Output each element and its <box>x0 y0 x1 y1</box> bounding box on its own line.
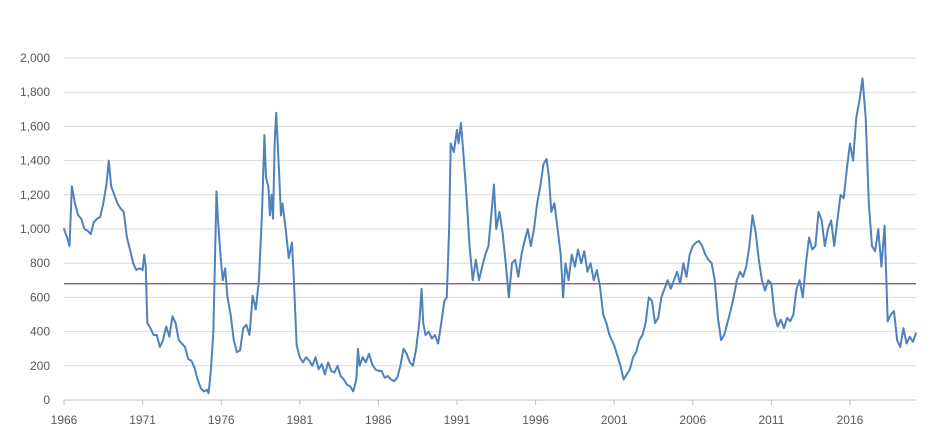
y-tick-label: 1,200 <box>20 188 50 202</box>
x-tick-label: 1966 <box>51 413 78 427</box>
y-tick-label: 400 <box>30 325 50 339</box>
y-tick-label: 800 <box>30 256 50 270</box>
x-tick-label: 1996 <box>522 413 549 427</box>
y-tick-label: 200 <box>30 359 50 373</box>
y-tick-label: 1,000 <box>20 222 50 236</box>
x-tick-label: 1991 <box>444 413 471 427</box>
y-tick-label: 2,000 <box>20 51 50 65</box>
series-line <box>63 77 917 395</box>
x-tick-label: 2016 <box>837 413 864 427</box>
x-tick-label: 1976 <box>208 413 235 427</box>
y-tick-label: 0 <box>43 393 50 407</box>
y-axis-tick-labels: 0 200 400 600 800 1,000 1,200 1,400 1,600 1,800 2,… <box>20 51 50 407</box>
x-tick-label: 2011 <box>758 413 784 427</box>
x-tick-label: 1971 <box>129 413 156 427</box>
y-tick-label: 600 <box>30 290 50 304</box>
x-tick-label: 2001 <box>601 413 628 427</box>
x-axis-tick-labels: 1966 1971 1976 1981 1986 1991 1996 2001 2006 2011… <box>51 413 864 427</box>
y-tick-label: 1,400 <box>20 154 50 168</box>
y-tick-label: 1,800 <box>20 85 50 99</box>
x-axis <box>63 399 916 405</box>
x-tick-label: 1986 <box>365 413 392 427</box>
x-tick-label: 2006 <box>679 413 706 427</box>
x-tick-label: 1981 <box>286 413 313 427</box>
y-tick-label: 1,600 <box>20 119 50 133</box>
